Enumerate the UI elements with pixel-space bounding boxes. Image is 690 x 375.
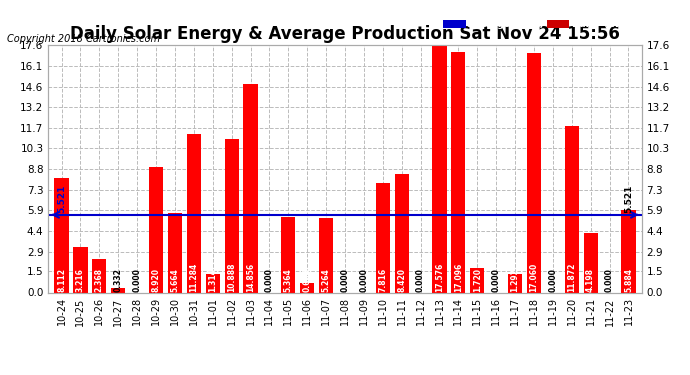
- Text: 5.521: 5.521: [624, 184, 633, 213]
- Bar: [224, 140, 239, 292]
- Text: Copyright 2018 Cartronics.com: Copyright 2018 Cartronics.com: [7, 34, 160, 44]
- Text: 0.000: 0.000: [340, 268, 350, 292]
- Bar: [55, 178, 68, 292]
- Text: 3.216: 3.216: [76, 268, 85, 292]
- Bar: [433, 45, 446, 292]
- Text: 7.816: 7.816: [378, 268, 387, 292]
- Bar: [508, 274, 522, 292]
- Text: 0.000: 0.000: [132, 268, 141, 292]
- Text: 0.000: 0.000: [492, 268, 501, 292]
- Text: 0.000: 0.000: [265, 268, 274, 292]
- Text: 8.112: 8.112: [57, 268, 66, 292]
- Bar: [187, 134, 201, 292]
- Text: 0.684: 0.684: [303, 268, 312, 292]
- Legend: Average (kWh), Daily  (kWh): Average (kWh), Daily (kWh): [440, 17, 637, 32]
- Text: 17.576: 17.576: [435, 262, 444, 292]
- Bar: [564, 126, 579, 292]
- Title: Daily Solar Energy & Average Production Sat Nov 24 15:56: Daily Solar Energy & Average Production …: [70, 26, 620, 44]
- Text: 5.664: 5.664: [170, 268, 179, 292]
- Text: 4.198: 4.198: [586, 268, 595, 292]
- Bar: [149, 167, 163, 292]
- Bar: [376, 183, 390, 292]
- Text: 0.000: 0.000: [605, 268, 614, 292]
- Text: 5.884: 5.884: [624, 268, 633, 292]
- Text: 0.000: 0.000: [549, 268, 558, 292]
- Bar: [282, 217, 295, 292]
- Bar: [92, 259, 106, 292]
- Bar: [584, 234, 598, 292]
- Bar: [622, 210, 635, 292]
- Bar: [73, 247, 88, 292]
- Bar: [300, 283, 314, 292]
- Text: 11.284: 11.284: [189, 262, 198, 292]
- Text: 1.292: 1.292: [511, 268, 520, 292]
- Bar: [527, 53, 541, 292]
- Text: 0.000: 0.000: [416, 268, 425, 292]
- Text: 5.264: 5.264: [322, 268, 331, 292]
- Bar: [206, 274, 220, 292]
- Text: 1.314: 1.314: [208, 268, 217, 292]
- Text: 2.368: 2.368: [95, 268, 103, 292]
- Text: 10.888: 10.888: [227, 262, 236, 292]
- Text: 0.332: 0.332: [114, 268, 123, 292]
- Text: 5.521: 5.521: [57, 184, 66, 213]
- Text: 11.872: 11.872: [567, 262, 576, 292]
- Text: 1.720: 1.720: [473, 268, 482, 292]
- Bar: [451, 52, 466, 292]
- Bar: [395, 174, 408, 292]
- Bar: [319, 219, 333, 292]
- Bar: [168, 213, 182, 292]
- Text: 8.920: 8.920: [152, 268, 161, 292]
- Text: 17.060: 17.060: [529, 262, 538, 292]
- Bar: [111, 288, 126, 292]
- Text: 0.000: 0.000: [359, 268, 368, 292]
- Text: 8.420: 8.420: [397, 268, 406, 292]
- Text: 5.364: 5.364: [284, 268, 293, 292]
- Text: 14.856: 14.856: [246, 262, 255, 292]
- Bar: [470, 268, 484, 292]
- Bar: [244, 84, 257, 292]
- Text: 17.096: 17.096: [454, 262, 463, 292]
